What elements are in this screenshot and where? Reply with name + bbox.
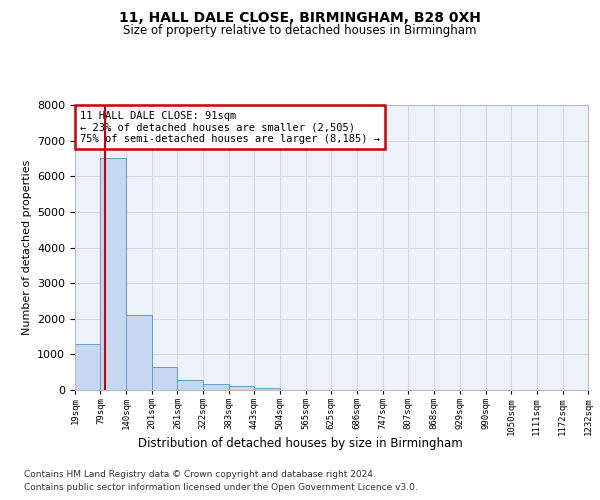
Text: Contains HM Land Registry data © Crown copyright and database right 2024.: Contains HM Land Registry data © Crown c… <box>24 470 376 479</box>
Bar <box>75 344 100 390</box>
Bar <box>152 367 178 390</box>
Bar <box>126 315 152 390</box>
Bar <box>100 158 126 390</box>
Text: Size of property relative to detached houses in Birmingham: Size of property relative to detached ho… <box>123 24 477 37</box>
Text: 11 HALL DALE CLOSE: 91sqm
← 23% of detached houses are smaller (2,505)
75% of se: 11 HALL DALE CLOSE: 91sqm ← 23% of detac… <box>80 110 380 144</box>
Bar <box>229 386 254 390</box>
Text: Distribution of detached houses by size in Birmingham: Distribution of detached houses by size … <box>137 438 463 450</box>
Text: 11, HALL DALE CLOSE, BIRMINGHAM, B28 0XH: 11, HALL DALE CLOSE, BIRMINGHAM, B28 0XH <box>119 11 481 25</box>
Text: Contains public sector information licensed under the Open Government Licence v3: Contains public sector information licen… <box>24 482 418 492</box>
Bar <box>203 384 229 390</box>
Bar <box>178 380 203 390</box>
Y-axis label: Number of detached properties: Number of detached properties <box>22 160 32 335</box>
Bar <box>254 388 280 390</box>
